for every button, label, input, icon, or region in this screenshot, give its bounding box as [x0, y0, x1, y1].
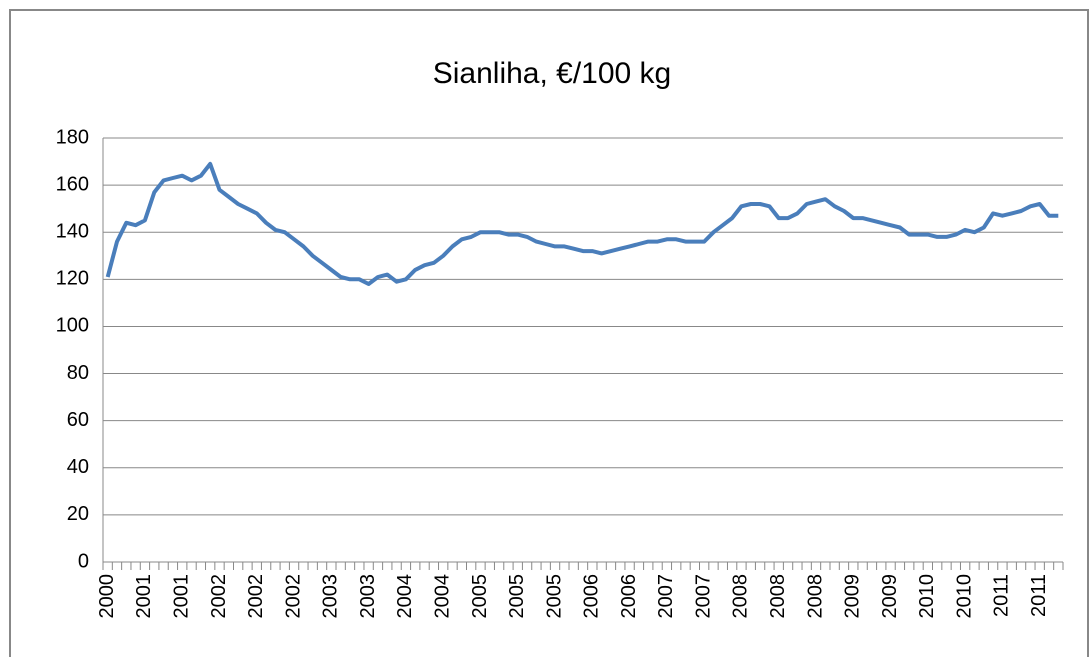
x-tick-label: 2010 [953, 574, 975, 619]
x-tick-label: 2008 [804, 574, 826, 619]
x-tick-label: 2007 [655, 574, 677, 619]
x-tick-label: 2001 [171, 574, 193, 619]
x-tick-label: 2000 [96, 574, 118, 619]
x-tick-label: 2005 [469, 574, 491, 619]
x-tick-label: 2004 [431, 574, 453, 619]
x-tick-label: 2011 [1028, 574, 1050, 617]
x-tick-label: 2002 [245, 574, 267, 619]
y-tick-label: 180 [56, 126, 89, 148]
x-tick-label: 2002 [208, 574, 230, 619]
x-tick-label: 2003 [357, 574, 379, 619]
y-tick-label: 60 [67, 409, 89, 431]
x-tick-label: 2003 [320, 574, 342, 619]
y-tick-label: 80 [67, 362, 89, 384]
line-series [105, 161, 1059, 286]
x-tick-label: 2004 [394, 574, 416, 619]
y-tick-label: 40 [67, 456, 89, 478]
x-tick-label: 2010 [916, 574, 938, 619]
x-tick-label: 2005 [543, 574, 565, 619]
chart-frame [9, 9, 1089, 657]
chart-title: Sianliha, €/100 kg [433, 57, 672, 90]
x-tick-label: 2001 [133, 574, 155, 619]
x-tick-label: 2006 [618, 574, 640, 619]
x-tick-label: 2008 [730, 574, 752, 619]
x-tick-label: 2006 [581, 574, 603, 619]
x-tick-label: 2002 [282, 574, 304, 619]
x-tick-label: 2011 [991, 574, 1013, 617]
x-tick-label: 2007 [692, 574, 714, 619]
y-tick-label: 20 [67, 503, 89, 525]
y-tick-label: 0 [78, 550, 89, 572]
y-tick-label: 120 [56, 268, 89, 290]
y-tick-label: 100 [56, 315, 89, 337]
y-tick-label: 140 [56, 221, 89, 243]
x-tick-label: 2008 [767, 574, 789, 619]
x-tick-label: 2009 [879, 574, 901, 619]
y-tick-label: 160 [56, 173, 89, 195]
x-tick-label: 2005 [506, 574, 528, 619]
x-tick-label: 2009 [842, 574, 864, 619]
